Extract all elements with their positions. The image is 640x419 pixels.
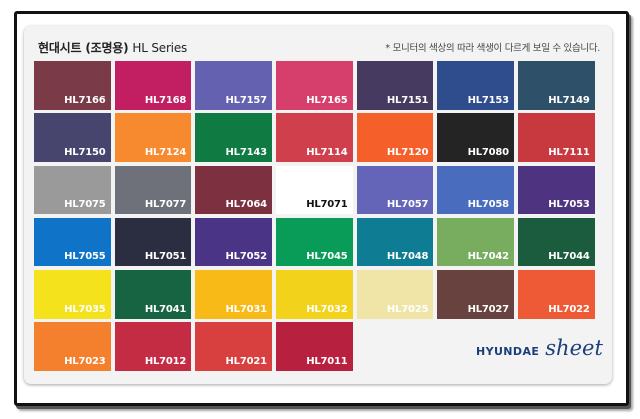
color-swatch: HL7048 (356, 217, 434, 267)
color-swatch: HL7044 (518, 217, 595, 267)
swatch-code: HL7045 (306, 251, 348, 263)
color-swatch: HL7035 (34, 270, 111, 319)
color-swatch: HL7032 (276, 270, 353, 319)
swatch-code: HL7044 (548, 251, 590, 263)
swatch-code: HL7165 (306, 94, 348, 106)
color-swatch: HL7051 (114, 217, 192, 267)
color-swatch: HL7031 (195, 270, 272, 319)
color-swatch: HL7143 (195, 113, 272, 162)
color-swatch: HL7052 (195, 217, 272, 267)
swatch-code: HL7168 (144, 94, 187, 106)
brand-logo: HYUNDAE sheet (476, 336, 603, 360)
color-swatch: HL7023 (34, 322, 111, 371)
color-swatch: HL7011 (276, 322, 353, 371)
swatch-code: HL7055 (64, 251, 106, 263)
color-swatch: HL7025 (356, 270, 434, 319)
swatch-code: HL7031 (225, 303, 268, 315)
swatch-code: HL7071 (306, 199, 348, 211)
swatch-code: HL7021 (225, 355, 268, 367)
swatch-code: HL7032 (306, 303, 348, 315)
swatch-code: HL7064 (225, 199, 268, 211)
color-swatch: HL7022 (518, 270, 595, 319)
swatch-code: HL7124 (144, 146, 187, 158)
swatch-code: HL7157 (225, 94, 268, 106)
chart-title-main: 현대시트 (조명용) (38, 41, 129, 55)
swatch-code: HL7023 (64, 355, 106, 367)
swatch-code: HL7022 (548, 303, 590, 315)
swatch-code: HL7150 (64, 146, 106, 158)
chart-title-series: HL Series (132, 41, 188, 55)
swatch-code: HL7075 (64, 199, 106, 211)
color-swatch: HL7124 (114, 113, 192, 162)
color-swatch: HL7057 (356, 165, 434, 215)
color-swatch: HL7027 (437, 270, 514, 319)
swatch-code: HL7166 (64, 94, 106, 106)
swatch-code: HL7012 (144, 355, 187, 367)
color-swatch: HL7055 (34, 217, 111, 267)
color-swatch: HL7058 (437, 165, 514, 215)
swatch-code: HL7011 (306, 355, 348, 367)
brand-logo-word1: HYUNDAE (476, 345, 540, 358)
color-swatch: HL7150 (34, 113, 111, 162)
color-swatch: HL7149 (518, 61, 595, 110)
swatch-code: HL7151 (386, 94, 429, 106)
color-swatch: HL7064 (195, 165, 272, 215)
color-swatch: HL7041 (114, 270, 192, 319)
color-swatch: HL7021 (195, 322, 272, 371)
color-swatch: HL7071 (276, 165, 353, 215)
color-swatch: HL7165 (276, 61, 353, 110)
color-swatch: HL7053 (518, 165, 595, 215)
color-swatch: HL7166 (34, 61, 111, 110)
color-swatch: HL7153 (437, 61, 514, 110)
color-swatch: HL7157 (195, 61, 272, 110)
swatch-code: HL7143 (225, 146, 268, 158)
color-swatch: HL7042 (437, 217, 514, 267)
color-swatch: HL7151 (356, 61, 434, 110)
swatch-code: HL7025 (386, 303, 429, 315)
swatch-code: HL7114 (306, 146, 348, 158)
swatch-code: HL7149 (548, 94, 590, 106)
swatch-code: HL7080 (467, 146, 510, 158)
swatch-code: HL7048 (386, 251, 429, 263)
swatch-code: HL7027 (467, 303, 510, 315)
swatch-code: HL7042 (467, 251, 510, 263)
swatch-code: HL7111 (548, 146, 590, 158)
swatch-code: HL7035 (64, 303, 106, 315)
swatch-code: HL7051 (144, 251, 187, 263)
color-swatch: HL7045 (276, 217, 353, 267)
color-swatch: HL7012 (114, 322, 192, 371)
brand-logo-word2: sheet (545, 336, 603, 360)
swatch-code: HL7153 (467, 94, 510, 106)
color-swatch: HL7111 (518, 113, 595, 162)
monitor-color-note: * 모니터의 색상의 따라 색생이 다르게 보일 수 있습니다. (385, 43, 600, 54)
color-swatch: HL7075 (34, 165, 111, 215)
swatch-code: HL7120 (386, 146, 429, 158)
swatch-code: HL7053 (548, 199, 590, 211)
color-swatch: HL7168 (114, 61, 192, 110)
swatch-code: HL7052 (225, 251, 268, 263)
color-swatch: HL7077 (114, 165, 192, 215)
swatch-code: HL7058 (467, 199, 510, 211)
swatch-code: HL7077 (144, 199, 187, 211)
chart-title: 현대시트 (조명용) HL Series (38, 39, 187, 56)
swatch-code: HL7057 (386, 199, 429, 211)
swatch-code: HL7041 (144, 303, 187, 315)
color-swatch: HL7080 (437, 113, 514, 162)
color-swatch: HL7114 (276, 113, 353, 162)
swatch-grid: HL7166 HL7168 HL7157 HL7165 HL7151 HL7153 HL71… (34, 61, 595, 371)
color-swatch: HL7120 (356, 113, 434, 162)
